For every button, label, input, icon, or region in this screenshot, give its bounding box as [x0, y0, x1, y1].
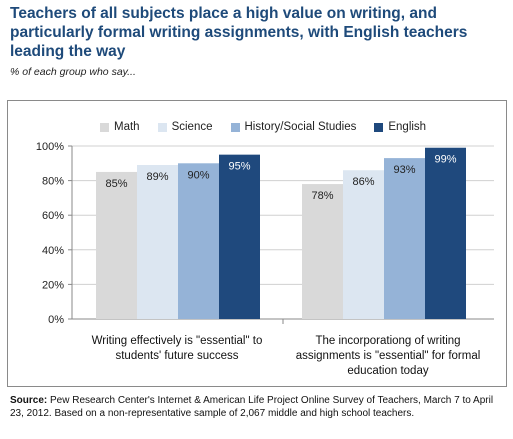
- legend-swatch-math: [100, 122, 109, 132]
- data-label: 90%: [187, 169, 209, 181]
- source-note: Source: Pew Research Center's Internet &…: [10, 394, 508, 420]
- source-label: Source:: [10, 395, 48, 406]
- y-tick-label: 20%: [42, 279, 64, 291]
- y-tick-label: 60%: [42, 210, 64, 222]
- legend-item-english: English: [374, 121, 426, 133]
- legend-item-math: Math: [100, 121, 140, 133]
- y-tick-label: 80%: [42, 176, 64, 188]
- legend-label-history: History/Social Studies: [244, 121, 357, 133]
- legend-swatch-science: [157, 122, 167, 132]
- legend-swatch-english: [374, 122, 384, 132]
- legend-label-english: English: [388, 121, 427, 133]
- data-label: 85%: [105, 178, 127, 190]
- bar: [219, 154, 260, 319]
- category-label-1: Writing effectively is "essential" to st…: [91, 335, 263, 362]
- bar: [384, 158, 425, 319]
- bar: [425, 147, 466, 319]
- y-tick-label: 40%: [42, 245, 64, 257]
- legend-label-science: Science: [171, 121, 213, 133]
- bar: [96, 171, 137, 319]
- y-tick-label: 0%: [48, 314, 64, 326]
- chart-legend: Math Science History/Social Studies Engl…: [100, 120, 444, 134]
- chart-subtitle: % of each group who say...: [10, 66, 136, 78]
- y-tick-label: 100%: [36, 141, 64, 153]
- data-label: 95%: [228, 161, 250, 173]
- legend-item-science: Science: [157, 121, 213, 133]
- bar: [343, 170, 384, 319]
- chart-title: Teachers of all subjects place a high va…: [10, 5, 468, 60]
- data-label: 78%: [311, 190, 333, 202]
- category-label-2: The incorporationg of writing assignment…: [295, 335, 481, 377]
- bar: [137, 165, 178, 319]
- source-text: Pew Research Center's Internet & America…: [10, 395, 494, 419]
- data-label: 99%: [434, 154, 456, 166]
- bar: [302, 184, 343, 319]
- data-label: 93%: [393, 164, 415, 176]
- legend-swatch-history: [230, 122, 240, 132]
- legend-item-history: History/Social Studies: [230, 121, 357, 133]
- legend-label-math: Math: [114, 121, 140, 133]
- data-label: 86%: [352, 176, 374, 188]
- data-label: 89%: [146, 171, 168, 183]
- bar: [178, 163, 219, 319]
